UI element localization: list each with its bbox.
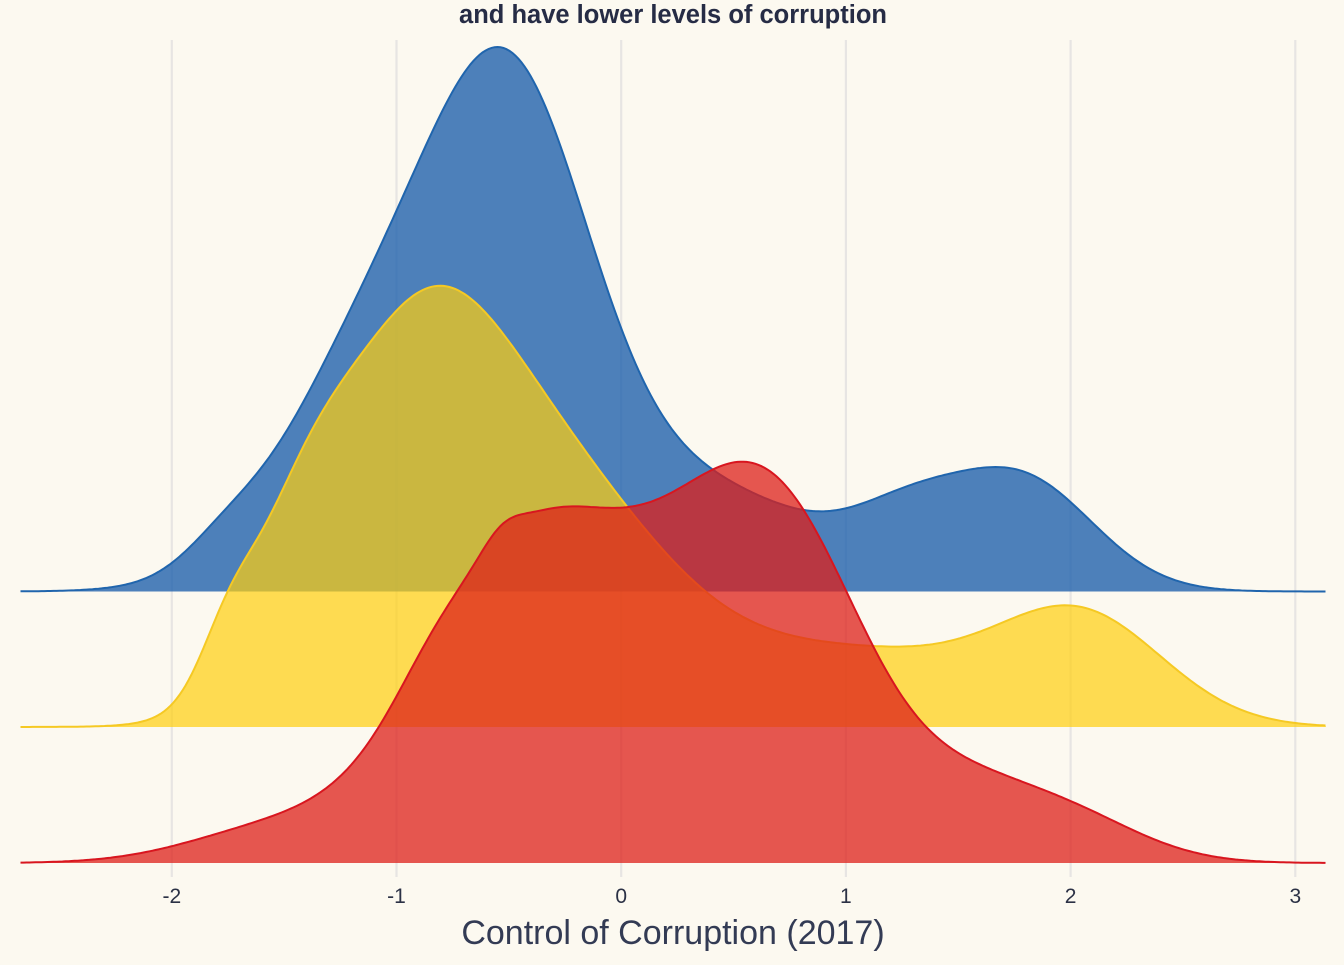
svg-text:3: 3 bbox=[1289, 885, 1301, 908]
svg-text:Control of Corruption (2017): Control of Corruption (2017) bbox=[461, 914, 884, 952]
svg-text:-1: -1 bbox=[387, 885, 406, 908]
svg-text:1: 1 bbox=[840, 885, 852, 908]
svg-text:2: 2 bbox=[1065, 885, 1077, 908]
svg-text:and have lower levels of corru: and have lower levels of corruption bbox=[459, 1, 887, 29]
svg-text:0: 0 bbox=[615, 885, 627, 908]
svg-text:-2: -2 bbox=[162, 885, 181, 908]
